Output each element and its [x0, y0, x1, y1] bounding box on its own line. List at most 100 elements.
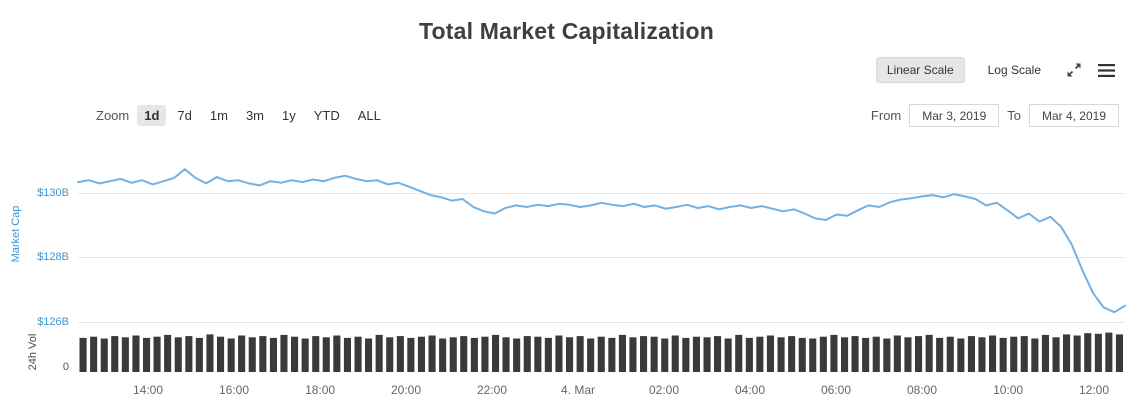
volume-bar [492, 334, 500, 372]
volume-bar [238, 335, 246, 372]
zoom-button-1d[interactable]: 1d [137, 105, 167, 126]
volume-bar [100, 338, 108, 372]
volume-bar [523, 336, 531, 372]
volume-bar [618, 334, 626, 372]
y-axis-tick-label: $128B [37, 251, 69, 264]
volume-bar [999, 337, 1007, 372]
volume-bar [386, 337, 394, 372]
volume-bar [79, 337, 87, 372]
volume-bar [957, 338, 965, 372]
volume-bar [640, 336, 648, 372]
volume-bar [534, 336, 542, 372]
zoom-controls: Zoom 1d 7d 1m 3m 1y YTD ALL [96, 105, 388, 126]
zoom-button-3m[interactable]: 3m [245, 108, 264, 123]
volume-bar [925, 334, 933, 372]
volume-bar [343, 337, 351, 372]
market-cap-line-series[interactable] [77, 148, 1126, 350]
volume-bar [312, 336, 320, 372]
volume-bar [217, 336, 225, 372]
volume-bar [375, 334, 383, 372]
from-date-input[interactable] [909, 104, 1000, 127]
volume-bar [671, 335, 679, 372]
volume-bar [513, 338, 521, 372]
volume-bar [872, 336, 880, 372]
volume-bar [692, 336, 700, 372]
volume-bar [121, 337, 129, 372]
volume-bar [365, 338, 373, 372]
volume-bar [248, 337, 256, 372]
volume-bar [470, 337, 478, 372]
volume-bar [174, 337, 182, 372]
x-axis-tick-label: 4. Mar [560, 383, 596, 397]
market-cap-line-path [77, 168, 1126, 314]
volume-bar-series[interactable] [78, 332, 1125, 372]
x-axis-tick-label: 04:00 [734, 383, 766, 397]
volume-bar [301, 338, 309, 372]
volume-bar [1031, 338, 1039, 372]
x-axis-tick-label: 12:00 [1078, 383, 1110, 397]
volume-bar [597, 336, 605, 372]
fullscreen-icon[interactable] [1064, 60, 1084, 80]
volume-bar [851, 336, 859, 372]
volume-bar [1020, 336, 1028, 372]
date-range-controls: From To [871, 104, 1119, 127]
volume-bar [915, 336, 923, 372]
scale-controls: Linear Scale Log Scale [875, 57, 1117, 83]
volume-bar [291, 336, 299, 372]
to-label: To [1007, 108, 1021, 123]
log-scale-button[interactable]: Log Scale [977, 57, 1052, 83]
volume-bar [164, 334, 172, 372]
volume-bar [608, 337, 616, 372]
x-axis-tick-label: 14:00 [132, 383, 164, 397]
volume-bar [354, 336, 362, 372]
volume-bar [90, 336, 98, 372]
volume-bar [206, 334, 214, 372]
to-date-input[interactable] [1029, 104, 1119, 127]
volume-bar [481, 336, 489, 372]
x-axis-tick-label: 22:00 [476, 383, 508, 397]
volume-bar [322, 337, 330, 372]
volume-bar [629, 337, 637, 372]
gridline [78, 257, 1125, 259]
gridline [78, 321, 1125, 323]
volume-bar [132, 335, 140, 372]
volume-bar [576, 336, 584, 372]
volume-bar [1010, 336, 1018, 372]
volume-bar [788, 336, 796, 372]
zoom-button-7d[interactable]: 7d [177, 108, 192, 123]
volume-bar [449, 337, 457, 372]
volume-bar [883, 338, 891, 372]
volume-bar [978, 337, 986, 372]
volume-bar [259, 336, 267, 372]
zoom-button-1m[interactable]: 1m [209, 108, 228, 123]
volume-bar [280, 334, 288, 372]
linear-scale-button[interactable]: Linear Scale [875, 57, 965, 83]
menu-icon[interactable] [1096, 62, 1117, 79]
volume-bar [1105, 332, 1113, 372]
volume-bar [703, 337, 711, 372]
volume-bar [936, 337, 944, 372]
volume-bar [756, 336, 764, 372]
volume-bar [333, 335, 341, 372]
gridline [78, 192, 1125, 194]
volume-bar [428, 335, 436, 372]
volume-bar [417, 336, 425, 372]
volume-bar [650, 336, 658, 372]
x-axis-tick-label: 20:00 [390, 383, 422, 397]
volume-bar [798, 337, 806, 372]
volume-bar [946, 336, 954, 372]
volume-bar [502, 337, 510, 372]
volume-bar [735, 334, 743, 372]
volume-bar [841, 337, 849, 372]
x-axis-tick-label: 16:00 [218, 383, 250, 397]
volume-bar [1063, 334, 1071, 372]
volume-bar [777, 337, 785, 372]
zoom-button-all[interactable]: ALL [357, 108, 381, 123]
zoom-button-ytd[interactable]: YTD [313, 108, 340, 123]
zoom-button-1y[interactable]: 1y [282, 108, 296, 123]
x-axis-tick-label: 10:00 [993, 383, 1024, 397]
y-axis-tick-label: $126B [37, 315, 69, 328]
volume-bar [269, 337, 277, 372]
